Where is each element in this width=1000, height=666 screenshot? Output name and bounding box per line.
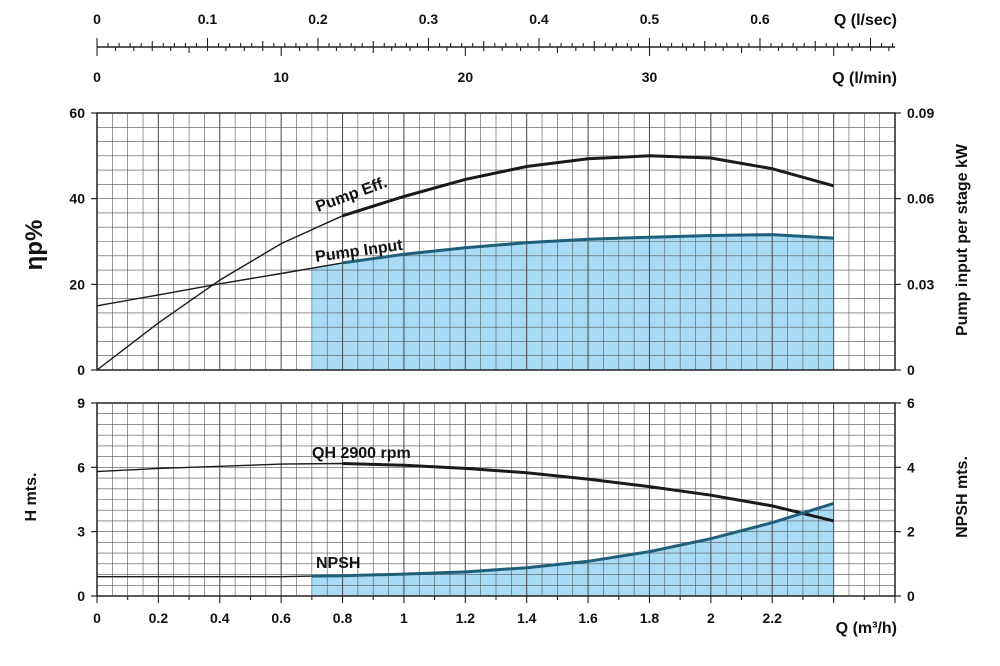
x-tick-label: 0.2: [149, 610, 169, 626]
x-tick-label: 0.4: [210, 610, 230, 626]
head-npsh-panel: 0 3 6 9 0 2 4 6 QH 2900 rpm NPSH 0 0.2 0.4 0.6 0.8 1 1.2…: [77, 395, 915, 626]
y-right-tick-label: 6: [907, 395, 915, 411]
lsec-tick-label: 0.6: [750, 11, 770, 27]
lmin-tick-label: 30: [642, 69, 658, 85]
lsec-tick-label: 0.3: [419, 11, 439, 27]
x-tick-label: 0: [93, 610, 101, 626]
y-right-tick-label: 4: [907, 459, 915, 475]
y-left-tick-label: 3: [77, 524, 85, 540]
y-left-tick-label: 60: [69, 105, 85, 121]
x-tick-label: 1.8: [640, 610, 660, 626]
y-right-tick-label: 0: [907, 588, 915, 604]
y-right-tick-label: 0.03: [907, 276, 934, 292]
x-tick-label: 2.2: [762, 610, 782, 626]
head-axis-label: H mts.: [23, 473, 40, 522]
y-left-tick-label: 0: [77, 362, 85, 378]
y-left-tick-label: 40: [69, 191, 85, 207]
x-tick-label: 1: [400, 610, 408, 626]
q-lmin-axis-label: Q (l/min): [832, 70, 897, 87]
lmin-tick-label: 10: [273, 69, 289, 85]
x-tick-label: 2: [707, 610, 715, 626]
lsec-tick-label: 0: [93, 11, 101, 27]
y-left-tick-label: 0: [77, 588, 85, 604]
grid: [97, 113, 895, 370]
x-tick-label: 1.4: [517, 610, 537, 626]
lsec-tick-label: 0.4: [529, 11, 549, 27]
lmin-tick-label: 20: [458, 69, 474, 85]
series-line-pump-input: [342, 233, 834, 265]
x-tick-label: 1.6: [578, 610, 598, 626]
y-right-tick-label: 0.06: [907, 191, 934, 207]
y-right-tick-label: 0: [907, 362, 915, 378]
pump-input-axis-label: Pump input per stage kW: [954, 143, 971, 336]
plot-frame: [96, 112, 896, 371]
npsh-axis-label: NPSH mts.: [954, 456, 971, 538]
lsec-tick-label: 0.1: [198, 11, 218, 27]
top-scale-axes: 0 0.1 0.2 0.3 0.4 0.5 0.6 0 10 20 30: [93, 11, 895, 85]
series-line-pump-eff-: [342, 154, 835, 218]
x-tick-label: 0.8: [333, 610, 353, 626]
lsec-tick-label: 0.5: [640, 11, 660, 27]
y-left-tick-label: 9: [77, 395, 85, 411]
lsec-tick-label: 0.2: [308, 11, 328, 27]
y-right-tick-label: 2: [907, 524, 915, 540]
series-label-qh: QH 2900 rpm: [312, 445, 411, 462]
lmin-tick-label: 0: [93, 69, 101, 85]
grid: [97, 403, 895, 596]
series-line-qh-2900-rpm: [342, 462, 834, 523]
x-tick-label: 0.6: [271, 610, 291, 626]
y-left-tick-label: 20: [69, 276, 85, 292]
x-tick-label: 1.2: [456, 610, 476, 626]
series-line-npsh: [311, 501, 835, 578]
efficiency-axis-label: ηp%: [21, 220, 48, 271]
series-label-npsh: NPSH: [316, 555, 360, 572]
y-left-tick-label: 6: [77, 459, 85, 475]
q-lsec-axis-label: Q (l/sec): [834, 12, 897, 29]
y-right-tick-label: 0.09: [907, 105, 934, 121]
q-m3h-axis-label: Q (m³/h): [836, 620, 897, 637]
